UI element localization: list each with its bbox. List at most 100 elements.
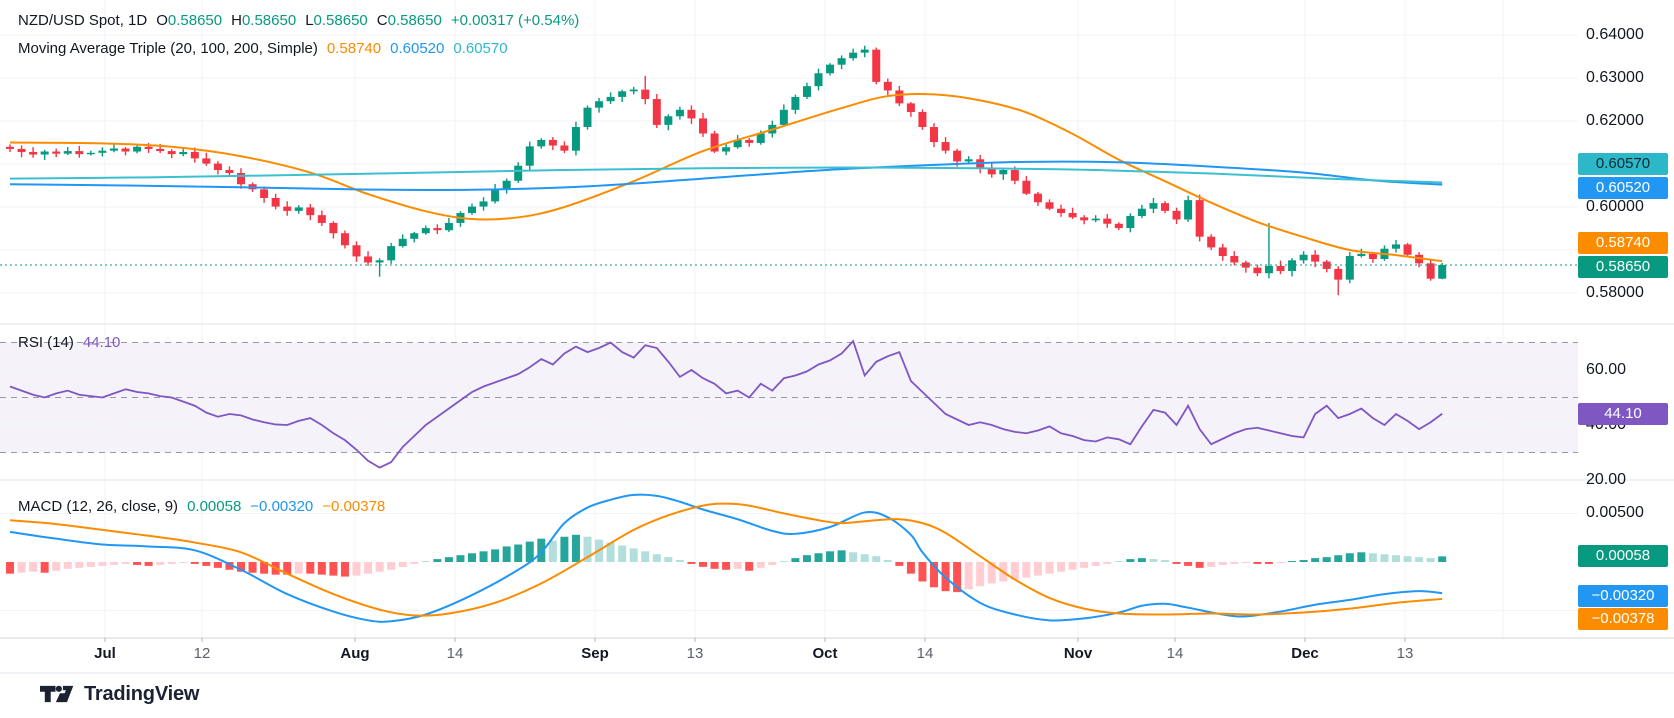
macd-histogram-bar [1103,562,1112,564]
time-axis-label[interactable]: Oct [812,645,838,662]
candle [317,215,326,223]
macd-histogram-bar [571,534,580,562]
macd-histogram-bar [953,562,962,593]
candle [1426,263,1435,279]
candle [352,245,361,257]
candle [606,96,615,102]
candle [1218,247,1227,257]
candle [1022,180,1031,194]
macd-histogram-bar [1045,562,1054,574]
macd-hist-value: 0.00058 [187,498,242,515]
macd-histogram-bar [756,562,765,568]
macd-histogram-bar [156,562,165,565]
candle [652,99,661,125]
candle [918,111,927,128]
candle [756,133,765,143]
time-axis-label[interactable]: Jul [94,645,116,662]
candle [1334,268,1343,280]
candle [109,148,118,151]
candle [1311,254,1320,262]
candle [1403,244,1412,255]
time-axis-label[interactable]: 14 [916,645,934,662]
macd-label: MACD (12, 26, close, 9) [18,498,179,515]
macd-legend[interactable]: MACD (12, 26, close, 9) 0.00058 −0.00320… [18,498,385,515]
macd-histogram-bar [387,562,396,570]
ma20-value: 0.58740 [326,40,382,57]
time-axis-label[interactable]: 13 [1396,645,1414,662]
candle [133,146,142,152]
macd-histogram-bar [1068,562,1077,570]
macd-histogram-bar [75,562,84,568]
macd-histogram-bar [895,562,904,566]
macd-signal-value: −0.00378 [322,498,386,515]
macd-histogram-bar [699,562,707,567]
candle [571,127,580,151]
candle [1288,260,1297,272]
macd-histogram-bar [1172,562,1181,564]
macd-histogram-bar [872,556,881,562]
candle [722,147,731,152]
candle [1345,256,1354,280]
brand-footer[interactable]: TradingView [40,681,199,707]
macd-histogram-bar [340,562,349,577]
macd-signal-line [9,502,1443,617]
macd-histogram-bar [1149,559,1158,562]
candle [387,246,396,261]
candle [641,89,650,100]
candle [560,145,569,151]
macd-histogram-bar [964,562,973,590]
macd-histogram-bar [1322,557,1331,562]
macd-histogram-bar [248,562,257,573]
candle [1161,203,1169,211]
macd-histogram-bar [456,555,465,562]
macd-histogram-bar [121,562,130,564]
macd-histogram-bar [860,554,869,562]
time-axis-label[interactable]: Sep [581,645,609,662]
candle [468,206,476,214]
rsi-legend[interactable]: RSI (14) 44.10 [18,334,120,351]
macd-histogram-bar [479,551,488,562]
candle [75,151,84,155]
time-axis-label[interactable]: Dec [1291,645,1319,662]
candle [491,189,500,202]
axis-badge: 0.58740 [1578,232,1668,255]
macd-histogram-bar [410,562,419,564]
macd-histogram-bar [652,554,661,562]
rsi-line [9,339,1443,469]
time-axis-label[interactable]: 13 [686,645,704,662]
candle [17,148,26,152]
candle [375,260,384,263]
symbol-legend[interactable]: NZD/USD Spot, 1D O 0.58650 H 0.58650 L 0.58… [18,12,579,29]
candle [1195,200,1204,237]
candle [63,151,72,154]
axis-badge: 0.60570 [1578,153,1668,176]
macd-histogram-bar [1311,558,1320,562]
time-axis-label[interactable]: Nov [1063,645,1093,662]
ma-legend[interactable]: Moving Average Triple (20, 100, 200, Sim… [18,40,508,57]
macd-histogram-bar [560,536,569,562]
candle [479,201,488,207]
macd-histogram-bar [826,551,835,562]
macd-histogram-bar [179,562,188,563]
candle [156,148,165,152]
macd-histogram-bar [733,562,742,569]
candle [941,142,950,151]
macd-histogram-bar [1415,557,1424,562]
time-axis-label[interactable]: 14 [446,645,464,662]
time-axis-label[interactable]: Aug [340,645,370,662]
candle [260,189,269,198]
macd-histogram-bar [675,560,684,562]
axis-badge: −0.00378 [1578,607,1668,630]
macd-histogram-bar [1426,558,1435,562]
candle [791,96,800,110]
time-axis-label[interactable]: 12 [193,645,211,662]
rsi-value: 44.10 [82,334,121,351]
candle [202,158,211,164]
candle [514,165,523,181]
candle [745,139,754,143]
price-tick-label: 0.63000 [1586,69,1644,86]
sma-20-line [9,92,1443,263]
macd-histogram-bar [583,536,592,562]
time-axis-label[interactable]: 14 [1166,645,1184,662]
